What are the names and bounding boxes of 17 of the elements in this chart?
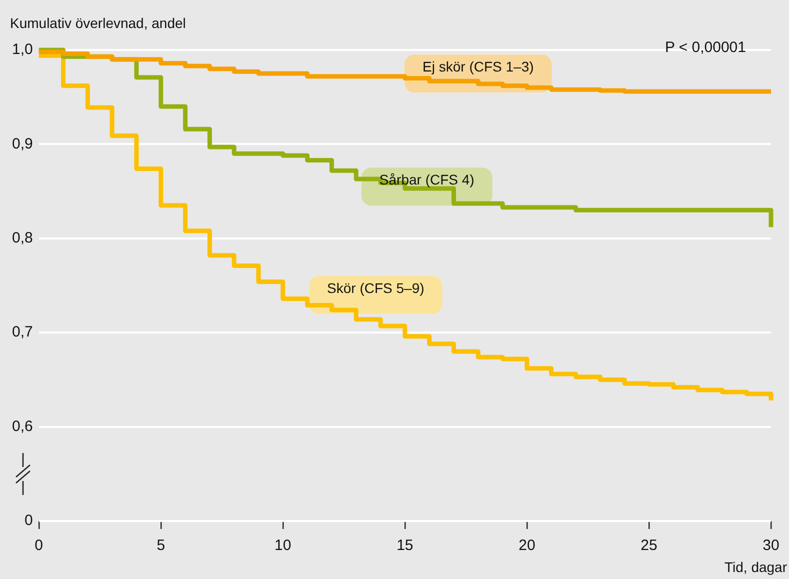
x-tick-label: 15 [396, 537, 414, 554]
annotation: P < 0,00001 [664, 39, 746, 56]
x-tick-label: 30 [762, 537, 780, 554]
y-tick-label: 0,8 [12, 230, 33, 247]
x-tick-label: 10 [274, 537, 292, 554]
y-axis-title: Kumulativ överlevnad, andel [10, 14, 186, 31]
series-label: Skör (CFS 5–9) [327, 280, 424, 296]
x-tick-label: 25 [640, 537, 658, 554]
y-tick-label: 0,6 [12, 418, 33, 435]
y-tick-label: 0,7 [12, 324, 33, 341]
x-tick-label: 5 [156, 537, 166, 554]
y-tick-label: 1,0 [12, 41, 33, 58]
y-tick-label: 0,9 [12, 135, 33, 152]
series-label: Ej skör (CFS 1–3) [422, 58, 534, 74]
y-tick-label: 0 [24, 512, 33, 530]
x-tick-label: 20 [518, 537, 536, 554]
x-axis-title: Tid, dagar [724, 558, 788, 575]
